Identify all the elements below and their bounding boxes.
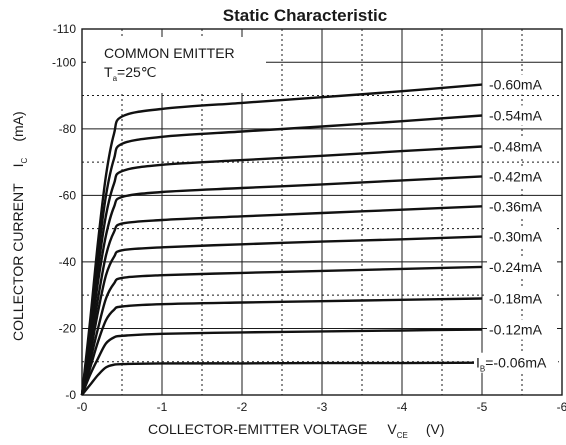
curve-label-background [487, 256, 557, 277]
y-axis-label-symbol: I [10, 163, 26, 167]
x-axis-label-main: COLLECTOR-EMITTER VOLTAGE [148, 421, 367, 437]
curve-label-background [487, 288, 557, 309]
x-axis-label-unit: (V) [426, 421, 445, 437]
curve-label-background [487, 196, 557, 217]
curve-ib-030 [80, 235, 483, 396]
curve-ib-006 [81, 361, 483, 396]
curve-label: -0.60mA [489, 77, 543, 93]
y-tick-label: -60 [59, 188, 77, 202]
curve-label-background [487, 105, 557, 126]
annotation-temp-subscript: a [113, 74, 118, 83]
curve-label-value: =-0.06mA [485, 355, 547, 371]
x-tick-label: -6 [557, 400, 566, 414]
annotation-background [86, 37, 266, 93]
y-tick-label: -40 [59, 255, 77, 269]
x-axis-label-symbol: V [387, 421, 397, 437]
curve-label-background [487, 226, 557, 247]
y-tick-label: -100 [52, 55, 76, 69]
x-tick-label: -4 [397, 400, 408, 414]
curve-ib-042 [80, 175, 483, 396]
y-axis-label-unit: (mA) [10, 111, 26, 141]
curve-ib-024 [80, 265, 483, 396]
curve-label: -0.54mA [489, 108, 543, 124]
annotation-box: COMMON EMITTER Ta=25℃ [86, 37, 266, 93]
annotation-temp-symbol: T [104, 64, 113, 80]
x-axis-label-subscript: CE [397, 431, 408, 440]
y-axis-ticks: -0 -20 -40 -60 -80 -100 -110 [52, 22, 76, 402]
curve-label: -0.18mA [489, 291, 543, 307]
y-tick-label: -0 [65, 388, 76, 402]
y-axis-label-subscript: C [20, 157, 29, 163]
curve-label-background [487, 166, 557, 187]
x-tick-label: -0 [77, 400, 88, 414]
y-tick-label: -20 [59, 321, 77, 335]
curve-labels: IB=-0.06mA -0.12mA -0.18mA -0.24mA -0.30mA -0… [474, 74, 558, 374]
curve-ib-060 [80, 83, 483, 396]
curve-label: -0.12mA [489, 321, 543, 337]
y-axis-label: COLLECTOR CURRENT IC (mA) [10, 111, 29, 341]
curve-label-prefix-subscript: B [480, 365, 485, 374]
x-axis-label: COLLECTOR-EMITTER VOLTAGE VCE (V) [148, 421, 445, 440]
x-tick-label: -5 [477, 400, 488, 414]
x-tick-label: -3 [317, 400, 328, 414]
y-axis-label-main: COLLECTOR CURRENT [10, 183, 26, 341]
curve-ib-012 [80, 328, 483, 396]
curve-label: IB=-0.06mA [476, 355, 547, 374]
curve-label-background [487, 74, 557, 95]
curve-label-prefix: I [476, 355, 480, 371]
curve-label: -0.48mA [489, 138, 543, 154]
annotation-line-1: COMMON EMITTER [104, 45, 235, 61]
curve-label: -0.30mA [489, 229, 543, 245]
curve-label-background [487, 319, 557, 340]
curve-ib-018 [80, 297, 483, 396]
curves [80, 83, 483, 396]
curve-ib-036 [80, 205, 483, 396]
curve-label-background [487, 136, 557, 157]
x-tick-label: -2 [237, 400, 248, 414]
y-tick-label: -80 [59, 122, 77, 136]
annotation-temp-value: =25℃ [117, 64, 156, 80]
curve-label: -0.36mA [489, 198, 543, 214]
curve-label: -0.24mA [489, 259, 543, 275]
plot-frame [81, 28, 563, 396]
annotation-line-2: Ta=25℃ [104, 64, 157, 83]
curve-label: -0.42mA [489, 168, 543, 184]
x-axis-ticks: -0 -1 -2 -3 -4 -5 -6 [77, 400, 566, 414]
curve-ib-048 [80, 145, 483, 396]
y-tick-label: -110 [53, 22, 76, 36]
curve-label-background [474, 352, 558, 373]
x-tick-label: -1 [157, 400, 168, 414]
chart-title: Static Characteristic [223, 6, 387, 25]
